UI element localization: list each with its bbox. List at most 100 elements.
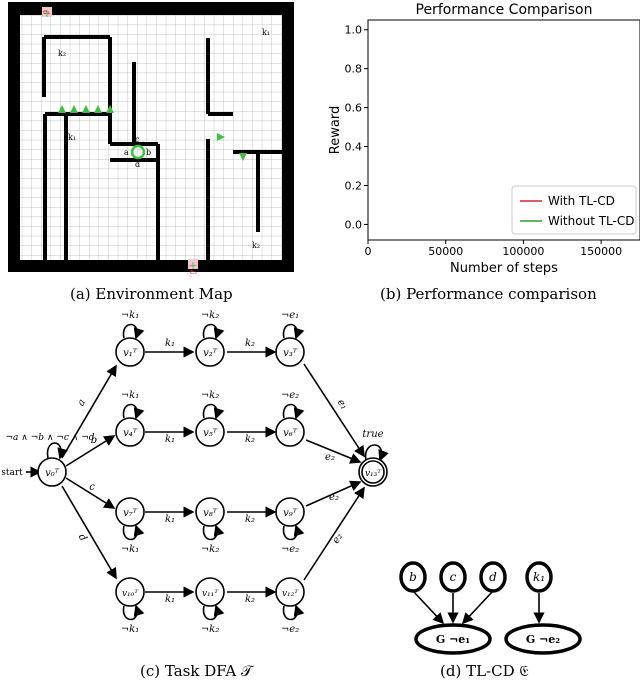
dfa-edge-k1-r4: k₁ bbox=[165, 594, 175, 605]
x-tick-label: 100000 bbox=[502, 245, 544, 258]
dfa-v0-label: v₀ᵀ bbox=[45, 468, 60, 479]
goal-e1-cell bbox=[42, 7, 52, 17]
dfa-edge-k2-r1: k₂ bbox=[245, 338, 255, 349]
x-tick-label: 0 bbox=[365, 245, 372, 258]
dfa-edge-e2-r3: e₂ bbox=[329, 492, 339, 503]
legend-label-0: With TL-CD bbox=[548, 194, 615, 208]
x-tick-label: 50000 bbox=[428, 245, 463, 258]
dfa-v10-label: v₁₀ᵀ bbox=[122, 589, 139, 599]
dfa-edge-c: c bbox=[89, 482, 95, 493]
y-tick-label: 0.4 bbox=[345, 141, 363, 154]
dfa-node-v13-inner bbox=[361, 460, 385, 484]
y-tick-label: 0.2 bbox=[345, 179, 363, 192]
tlcd-label-d: d bbox=[489, 570, 497, 584]
dfa-node-v1 bbox=[115, 337, 145, 367]
dfa-node-v2 bbox=[195, 337, 225, 367]
dfa-node-v9 bbox=[275, 497, 305, 527]
tlcd-node-d bbox=[479, 561, 507, 593]
dfa-edge-b: b bbox=[91, 435, 97, 446]
center-ring bbox=[130, 144, 146, 160]
x-tick-label: 150000 bbox=[580, 245, 622, 258]
dfa-start-label: start bbox=[1, 468, 23, 478]
caption-c: (c) Task DFA 𝒯 bbox=[140, 662, 253, 680]
y-tick-label: 0.8 bbox=[345, 63, 363, 76]
dfa-v3-label: v₃ᵀ bbox=[283, 348, 298, 359]
dfa-edge-k2-r4: k₂ bbox=[245, 594, 255, 605]
map-grid bbox=[20, 15, 282, 260]
dfa-selfloop-label: ¬a ∧ ¬b ∧ ¬c ∧ ¬d bbox=[5, 433, 94, 443]
dfa-loop-nk1-r4: ¬k₁ bbox=[121, 624, 139, 635]
dfa-edge-e1: e₁ bbox=[335, 398, 350, 412]
map-label-k1-top: k₁ bbox=[262, 28, 270, 37]
dfa-node-v4 bbox=[115, 417, 145, 447]
map-label-d: d bbox=[135, 160, 140, 169]
dfa-v1-label: v₁ᵀ bbox=[123, 348, 138, 359]
dfa-v8-label: v₈ᵀ bbox=[203, 508, 218, 519]
dfa-node-v6 bbox=[275, 417, 305, 447]
dfa-v12-label: v₁₂ᵀ bbox=[282, 589, 299, 599]
tlcd-node-g2 bbox=[504, 623, 582, 655]
dfa-true-label: true bbox=[362, 429, 383, 440]
legend-box bbox=[511, 185, 637, 235]
dfa-v9-label: v₉ᵀ bbox=[283, 508, 298, 519]
dfa-loop-nk1-r3: ¬k₁ bbox=[121, 544, 139, 555]
tlcd-node-b bbox=[399, 561, 427, 593]
dfa-node-v11 bbox=[195, 577, 225, 607]
tlcd-label-k1: k₁ bbox=[533, 570, 545, 584]
chart-xlabel: Number of steps bbox=[450, 261, 558, 276]
dfa-loop-nk1-r1: ¬k₁ bbox=[121, 310, 139, 321]
marker-right-arrow bbox=[217, 133, 225, 141]
goal-e1-plus: + bbox=[42, 7, 51, 20]
y-tick-label: 0.6 bbox=[345, 102, 363, 115]
dfa-node-v12 bbox=[275, 577, 305, 607]
dfa-v6-label: v₆ᵀ bbox=[283, 428, 298, 439]
dfa-v2-label: v₂ᵀ bbox=[203, 348, 218, 359]
y-tick-label: 0.0 bbox=[345, 218, 363, 231]
tlcd-node-k1 bbox=[525, 561, 553, 593]
goal-e2-cell bbox=[188, 259, 198, 269]
tlcd-label-g1: G ¬e₁ bbox=[436, 633, 470, 646]
map-label-a: a bbox=[124, 148, 129, 157]
map-label-e1: e₁ bbox=[43, 8, 50, 16]
dfa-v11-label: v₁₁ᵀ bbox=[202, 589, 219, 599]
tlcd-label-b: b bbox=[409, 570, 417, 584]
dfa-node-v7 bbox=[115, 497, 145, 527]
dfa-loop-nk2-r4: ¬k₂ bbox=[201, 624, 219, 635]
map-label-e2: e₂ bbox=[190, 268, 197, 276]
legend-label-1: Without TL-CD bbox=[548, 214, 634, 228]
performance-chart: Performance Comparison Reward Number of … bbox=[328, 2, 640, 276]
dfa-loop-ne2-r3: ¬e₂ bbox=[281, 544, 299, 555]
map-label-c: c bbox=[135, 135, 140, 144]
caption-b: (b) Performance comparison bbox=[380, 285, 597, 303]
tlcd-label-g2: G ¬e₂ bbox=[526, 633, 560, 646]
map-label-k2-top: k₂ bbox=[58, 49, 66, 58]
task-dfa: v₀ᵀ v₁ᵀ v₂ᵀ v₃ᵀ v₄ᵀ v₅ᵀ v₆ᵀ v₇ᵀ v₈ᵀ v₉ᵀ … bbox=[1, 310, 389, 635]
map-label-b: b bbox=[146, 148, 151, 157]
map-label-k2-right: k₂ bbox=[252, 241, 260, 250]
dfa-edge-e2-r4: e₂ bbox=[331, 532, 346, 546]
dfa-edge-k1-r2: k₁ bbox=[165, 434, 175, 445]
dfa-edge-d: d bbox=[76, 532, 89, 543]
dfa-loop-nk2-r3: ¬k₂ bbox=[201, 544, 219, 555]
map-label-k1-left: k₁ bbox=[68, 133, 76, 142]
dfa-edge-k1-r1: k₁ bbox=[165, 338, 175, 349]
dfa-loop-nk2-r1: ¬k₂ bbox=[201, 310, 219, 321]
dfa-edge-a: a bbox=[76, 397, 89, 408]
caption-d: (d) TL-CD 𝔈 bbox=[440, 662, 529, 680]
dfa-edge-k2-r2: k₂ bbox=[245, 434, 255, 445]
dfa-edge-k1-r3: k₁ bbox=[165, 514, 175, 525]
dfa-v4-label: v₄ᵀ bbox=[123, 428, 138, 439]
dfa-loop-ne2-r4: ¬e₂ bbox=[281, 624, 299, 635]
dfa-node-v10 bbox=[115, 577, 145, 607]
chart-ylabel: Reward bbox=[328, 106, 343, 154]
dfa-edge-e2-r2: e₂ bbox=[325, 452, 335, 463]
dfa-v5-label: v₅ᵀ bbox=[203, 428, 218, 439]
dfa-node-v5 bbox=[195, 417, 225, 447]
tlcd-node-g1 bbox=[414, 623, 492, 655]
y-tick-label: 1.0 bbox=[345, 24, 363, 37]
dfa-node-v0 bbox=[37, 457, 67, 487]
goal-e2-plus: + bbox=[188, 259, 197, 272]
dfa-node-v8 bbox=[195, 497, 225, 527]
tlcd-graph: b c d k₁ G ¬e₁ G ¬e₂ bbox=[399, 561, 582, 655]
caption-a: (a) Environment Map bbox=[70, 285, 233, 303]
